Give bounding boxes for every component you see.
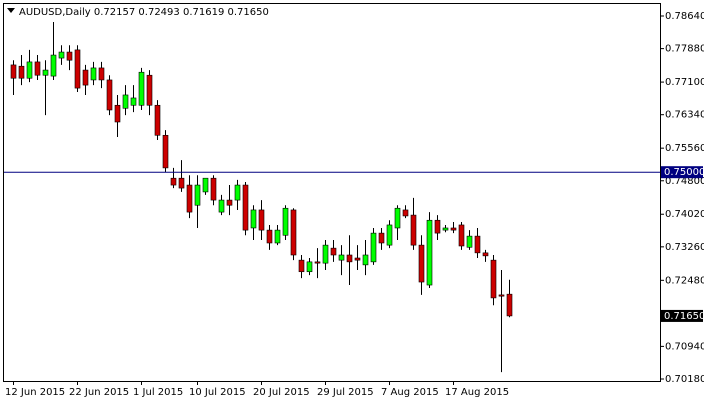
candle-body: [498, 294, 505, 297]
candle-body: [234, 184, 241, 201]
y-tick-label: 0.78640: [665, 11, 704, 22]
chart-title: AUDUSD,Daily 0.72157 0.72493 0.71619 0.7…: [19, 7, 269, 18]
symbol-menu-icon[interactable]: [7, 8, 15, 13]
x-tick-label: 20 Jul 2015: [253, 387, 310, 398]
candle-body: [114, 104, 121, 123]
x-tick-label: 10 Jul 2015: [189, 387, 246, 398]
candle-body: [402, 209, 409, 217]
candle-body: [162, 134, 169, 169]
candle-body: [482, 252, 489, 257]
x-tick-label: 17 Aug 2015: [445, 387, 509, 398]
bid-label: 0.71650: [664, 311, 704, 322]
candle-body: [506, 293, 513, 317]
y-tick-label: 0.72480: [665, 275, 704, 286]
y-tick-label: 0.74800: [665, 176, 704, 187]
level-label: 0.75000: [664, 167, 704, 178]
candle-body: [122, 94, 129, 109]
candle-body: [338, 254, 345, 261]
candle-body: [154, 104, 161, 136]
level-label-box: [661, 166, 703, 179]
candle-body: [226, 199, 233, 206]
candle-body: [426, 219, 433, 286]
candle-body: [282, 207, 289, 236]
candle-body: [330, 247, 337, 256]
candle-body: [458, 224, 465, 247]
candle-body: [66, 51, 73, 61]
candle-body: [138, 71, 145, 106]
candle-body: [250, 209, 257, 229]
candle-body: [362, 254, 369, 266]
y-tick-label: 0.77880: [665, 44, 704, 55]
candle-body: [290, 209, 297, 256]
candle-body: [82, 69, 89, 86]
candle-body: [322, 244, 329, 264]
candle-body: [210, 177, 217, 201]
y-tick-label: 0.70180: [665, 374, 704, 385]
candle-body: [26, 61, 33, 79]
candle-body: [74, 49, 81, 89]
candle-body: [218, 199, 225, 213]
candle-body: [186, 184, 193, 213]
candle-body: [418, 244, 425, 283]
candle-body: [466, 235, 473, 248]
candle-body: [450, 227, 457, 231]
candle-body: [178, 177, 185, 189]
candle-body: [378, 232, 385, 244]
candle-body: [354, 257, 361, 261]
candle-body: [394, 207, 401, 229]
candle-body: [410, 214, 417, 246]
candle-body: [170, 177, 177, 186]
candle-body: [442, 227, 449, 231]
candle-body: [202, 177, 209, 193]
candle-body: [258, 209, 265, 231]
y-tick-label: 0.76340: [665, 110, 704, 121]
candle-body: [306, 261, 313, 273]
candle-body: [242, 184, 249, 231]
candle-body: [50, 54, 57, 77]
candle-body: [370, 232, 377, 263]
x-tick-label: 7 Aug 2015: [381, 387, 439, 398]
bid-label-box: [661, 309, 703, 322]
candle-body: [298, 259, 305, 273]
candle-body: [130, 97, 137, 106]
x-tick-label: 29 Jul 2015: [317, 387, 374, 398]
candle-body: [274, 229, 281, 244]
candle-body: [146, 74, 153, 106]
candle-body: [34, 61, 41, 76]
candle-body: [106, 79, 113, 111]
plot-frame: [3, 3, 661, 382]
candle-body: [10, 64, 17, 79]
candle-body: [98, 67, 105, 81]
candle-body: [18, 65, 25, 79]
y-tick-label: 0.74020: [665, 209, 704, 220]
candle-body: [58, 51, 65, 59]
candle-body: [434, 219, 441, 234]
candle-body: [194, 184, 201, 206]
candle-body: [474, 235, 481, 254]
y-tick-label: 0.77100: [665, 77, 704, 88]
x-tick-label: 1 Jul 2015: [133, 387, 183, 398]
candle-body: [314, 261, 321, 264]
x-tick-label: 12 Jun 2015: [5, 387, 65, 398]
candle-body: [90, 67, 97, 81]
candle-body: [490, 259, 497, 299]
candle-body: [386, 224, 393, 246]
y-tick-label: 0.75560: [665, 143, 704, 154]
y-tick-label: 0.70940: [665, 341, 704, 352]
candle-body: [42, 69, 49, 76]
candle-body: [266, 229, 273, 244]
x-tick-label: 22 Jun 2015: [69, 387, 129, 398]
y-tick-label: 0.73260: [665, 242, 704, 253]
candle-body: [346, 254, 353, 263]
